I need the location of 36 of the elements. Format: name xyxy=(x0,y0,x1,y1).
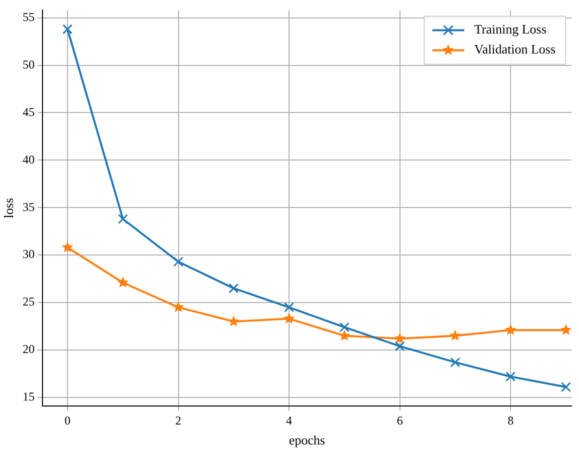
point xyxy=(560,382,571,392)
point xyxy=(506,372,516,382)
point xyxy=(283,312,295,324)
y-tick-label: 25 xyxy=(22,294,35,309)
y-tick-label: 30 xyxy=(22,247,35,262)
point xyxy=(504,324,516,335)
y-tick-label: 50 xyxy=(22,57,35,72)
point xyxy=(62,241,74,252)
point xyxy=(228,283,239,294)
x-tick-label: 6 xyxy=(396,413,403,428)
x-tick-label: 0 xyxy=(64,413,71,428)
y-axis-title: loss xyxy=(1,198,16,218)
x-tick-label: 2 xyxy=(175,413,182,428)
point xyxy=(394,332,406,344)
point xyxy=(172,301,184,312)
legend-label: Validation Loss xyxy=(474,42,556,57)
point xyxy=(560,324,572,335)
point xyxy=(118,214,128,224)
y-tick-label: 45 xyxy=(22,104,35,119)
point xyxy=(284,302,294,312)
x-axis-title: epochs xyxy=(288,432,326,448)
y-tick-label: 35 xyxy=(22,200,35,214)
point xyxy=(173,256,184,267)
point xyxy=(394,341,405,352)
y-tick-label: 55 xyxy=(22,10,35,24)
y-tick-label: 40 xyxy=(22,152,35,166)
point xyxy=(339,322,350,332)
point xyxy=(117,276,129,288)
point xyxy=(450,357,460,368)
point xyxy=(449,330,461,341)
y-tick-label: 20 xyxy=(22,342,35,356)
legend-label: Training Loss xyxy=(474,22,546,37)
point xyxy=(62,24,73,34)
x-tick-label: 4 xyxy=(286,413,292,428)
y-tick-label: 15 xyxy=(22,390,35,404)
x-tick-label: 8 xyxy=(508,413,514,428)
